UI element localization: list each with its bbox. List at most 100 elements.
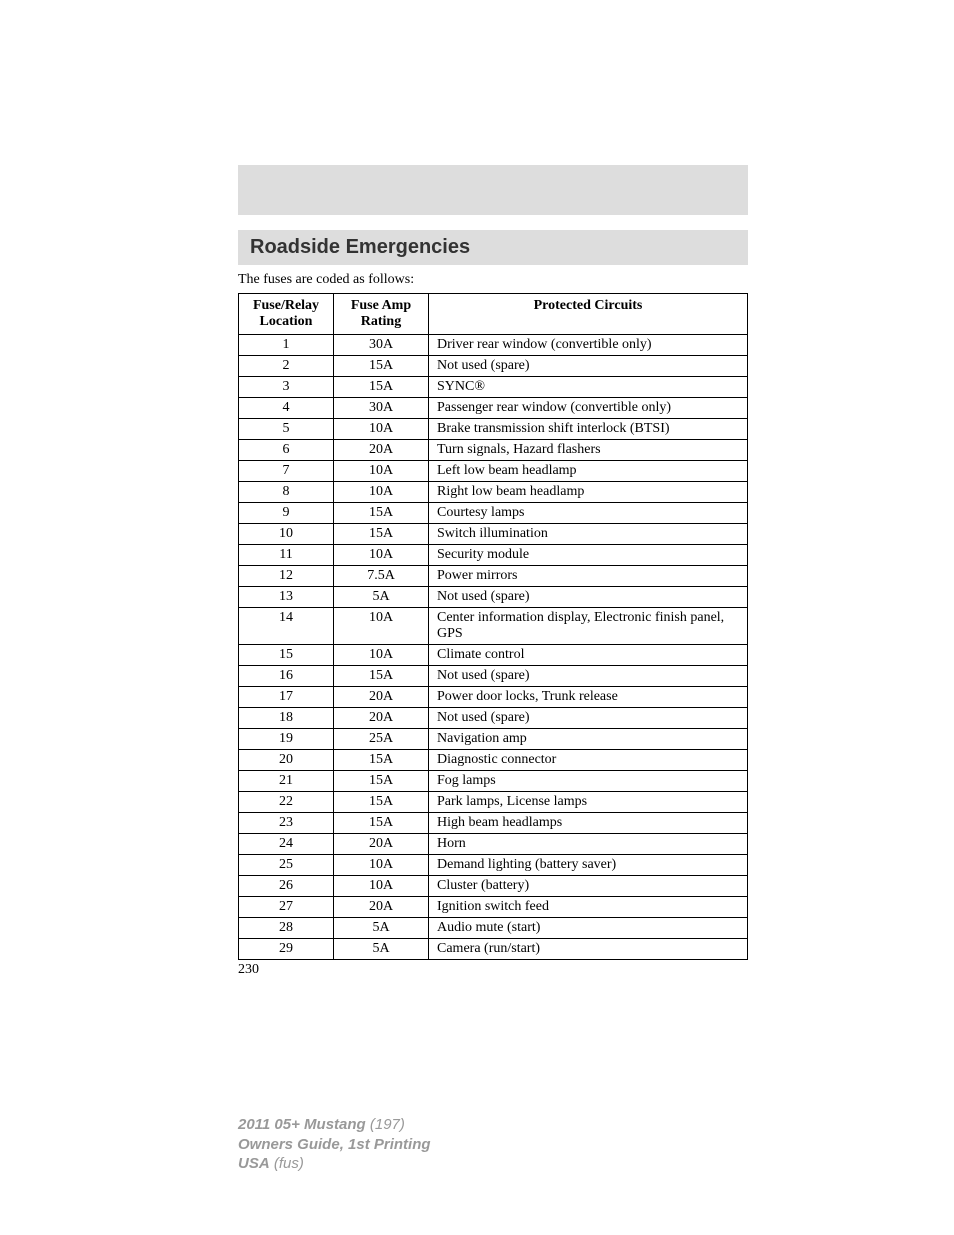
cell-protected: Courtesy lamps (429, 503, 748, 524)
cell-location: 10 (239, 524, 334, 545)
cell-protected: Driver rear window (convertible only) (429, 335, 748, 356)
cell-location: 27 (239, 897, 334, 918)
cell-protected: High beam headlamps (429, 813, 748, 834)
table-row: 1615ANot used (spare) (239, 666, 748, 687)
cell-protected: Power door locks, Trunk release (429, 687, 748, 708)
table-row: 130ADriver rear window (convertible only… (239, 335, 748, 356)
cell-protected: Switch illumination (429, 524, 748, 545)
cell-protected: Not used (spare) (429, 708, 748, 729)
cell-rating: 10A (334, 461, 429, 482)
cell-rating: 15A (334, 666, 429, 687)
cell-rating: 15A (334, 771, 429, 792)
cell-protected: Security module (429, 545, 748, 566)
cell-protected: Camera (run/start) (429, 939, 748, 960)
cell-location: 12 (239, 566, 334, 587)
cell-location: 7 (239, 461, 334, 482)
cell-rating: 5A (334, 587, 429, 608)
footer-region-code: (fus) (270, 1155, 304, 1172)
footer: 2011 05+ Mustang (197) Owners Guide, 1st… (238, 1115, 431, 1174)
table-row: 2420AHorn (239, 834, 748, 855)
cell-location: 17 (239, 687, 334, 708)
cell-location: 4 (239, 398, 334, 419)
table-row: 710ALeft low beam headlamp (239, 461, 748, 482)
cell-location: 15 (239, 645, 334, 666)
table-row: 215ANot used (spare) (239, 356, 748, 377)
footer-code: (197) (366, 1116, 405, 1133)
cell-protected: Fog lamps (429, 771, 748, 792)
cell-rating: 10A (334, 645, 429, 666)
fuse-table: Fuse/Relay Location Fuse Amp Rating Prot… (238, 293, 748, 960)
cell-rating: 20A (334, 897, 429, 918)
cell-location: 3 (239, 377, 334, 398)
cell-location: 29 (239, 939, 334, 960)
cell-rating: 10A (334, 855, 429, 876)
table-header-row: Fuse/Relay Location Fuse Amp Rating Prot… (239, 294, 748, 335)
cell-location: 20 (239, 750, 334, 771)
table-row: 295ACamera (run/start) (239, 939, 748, 960)
table-row: 285AAudio mute (start) (239, 918, 748, 939)
section-header: Roadside Emergencies (238, 230, 748, 265)
cell-protected: Center information display, Electronic f… (429, 608, 748, 645)
cell-protected: Ignition switch feed (429, 897, 748, 918)
cell-rating: 7.5A (334, 566, 429, 587)
table-row: 135ANot used (spare) (239, 587, 748, 608)
table-row: 1510AClimate control (239, 645, 748, 666)
section-title: Roadside Emergencies (250, 236, 470, 258)
table-row: 1925ANavigation amp (239, 729, 748, 750)
page-number: 230 (238, 962, 259, 978)
cell-rating: 15A (334, 750, 429, 771)
table-row: 1015ASwitch illumination (239, 524, 748, 545)
cell-rating: 30A (334, 398, 429, 419)
cell-rating: 15A (334, 377, 429, 398)
cell-rating: 10A (334, 419, 429, 440)
cell-rating: 15A (334, 813, 429, 834)
cell-rating: 25A (334, 729, 429, 750)
cell-location: 6 (239, 440, 334, 461)
cell-location: 24 (239, 834, 334, 855)
table-row: 2720AIgnition switch feed (239, 897, 748, 918)
cell-rating: 5A (334, 939, 429, 960)
cell-rating: 20A (334, 440, 429, 461)
cell-location: 8 (239, 482, 334, 503)
cell-rating: 10A (334, 876, 429, 897)
cell-protected: Left low beam headlamp (429, 461, 748, 482)
col-header-location: Fuse/Relay Location (239, 294, 334, 335)
cell-rating: 10A (334, 482, 429, 503)
cell-protected: Right low beam headlamp (429, 482, 748, 503)
cell-location: 11 (239, 545, 334, 566)
footer-line-2: Owners Guide, 1st Printing (238, 1135, 431, 1155)
cell-location: 1 (239, 335, 334, 356)
cell-protected: Passenger rear window (convertible only) (429, 398, 748, 419)
cell-rating: 30A (334, 335, 429, 356)
table-row: 2015ADiagnostic connector (239, 750, 748, 771)
table-row: 2115AFog lamps (239, 771, 748, 792)
cell-location: 25 (239, 855, 334, 876)
table-row: 1820ANot used (spare) (239, 708, 748, 729)
cell-location: 13 (239, 587, 334, 608)
col-header-rating: Fuse Amp Rating (334, 294, 429, 335)
cell-location: 14 (239, 608, 334, 645)
table-row: 510ABrake transmission shift interlock (… (239, 419, 748, 440)
footer-line-3: USA (fus) (238, 1154, 431, 1174)
intro-text: The fuses are coded as follows: (238, 272, 414, 288)
table-row: 1720APower door locks, Trunk release (239, 687, 748, 708)
cell-location: 9 (239, 503, 334, 524)
cell-protected: Demand lighting (battery saver) (429, 855, 748, 876)
cell-protected: Brake transmission shift interlock (BTSI… (429, 419, 748, 440)
cell-location: 19 (239, 729, 334, 750)
table-row: 620ATurn signals, Hazard flashers (239, 440, 748, 461)
table-row: 810ARight low beam headlamp (239, 482, 748, 503)
cell-rating: 15A (334, 503, 429, 524)
footer-model: 2011 05+ Mustang (238, 1116, 366, 1133)
cell-protected: Cluster (battery) (429, 876, 748, 897)
cell-protected: SYNC® (429, 377, 748, 398)
cell-protected: Park lamps, License lamps (429, 792, 748, 813)
cell-protected: Audio mute (start) (429, 918, 748, 939)
table-row: 2510ADemand lighting (battery saver) (239, 855, 748, 876)
cell-rating: 5A (334, 918, 429, 939)
table-row: 315ASYNC® (239, 377, 748, 398)
cell-protected: Diagnostic connector (429, 750, 748, 771)
table-row: 1110ASecurity module (239, 545, 748, 566)
cell-location: 26 (239, 876, 334, 897)
table-row: 2315AHigh beam headlamps (239, 813, 748, 834)
